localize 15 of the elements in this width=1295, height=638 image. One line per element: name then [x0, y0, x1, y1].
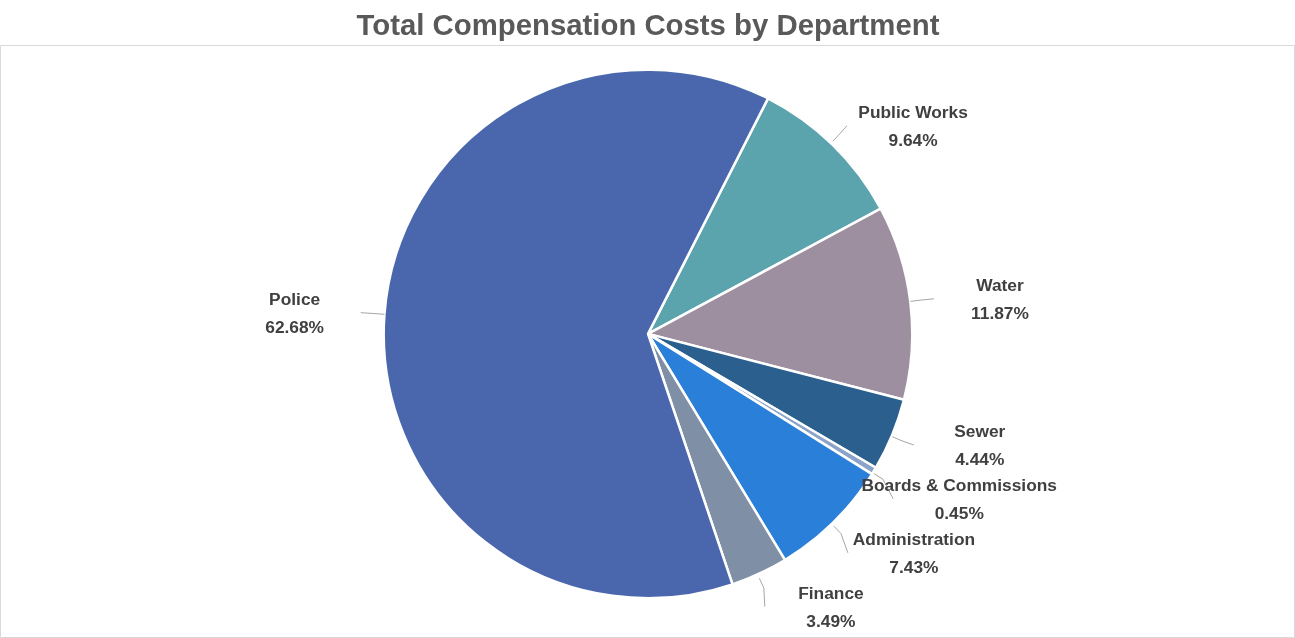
data-label: 9.64%: [888, 129, 938, 150]
slice-label: Police: [269, 288, 321, 309]
data-label: 62.68%: [265, 316, 325, 337]
slice-label: Boards & Commissions: [861, 474, 1057, 495]
chart-title: Total Compensation Costs by Department: [356, 7, 940, 41]
data-label: 7.43%: [889, 556, 939, 577]
data-label: 4.44%: [955, 448, 1005, 469]
slice-label: Water: [976, 274, 1024, 295]
slice-label: Public Works: [858, 101, 968, 122]
data-label: 11.87%: [971, 302, 1029, 323]
slice-label: Sewer: [954, 420, 1006, 441]
data-label: 3.49%: [806, 610, 856, 631]
slice-label: Administration: [852, 528, 976, 549]
data-label: 0.45%: [934, 502, 984, 523]
slice-label: Finance: [798, 582, 865, 603]
